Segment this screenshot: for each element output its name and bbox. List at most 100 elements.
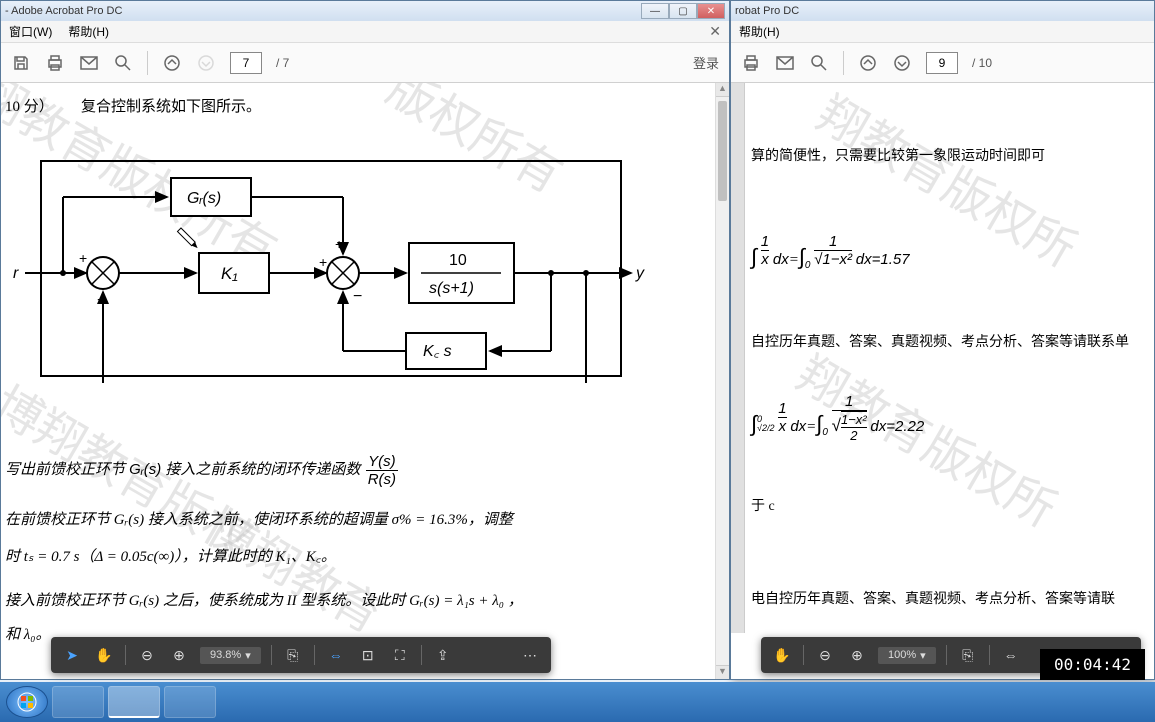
- fullscreen-icon[interactable]: ⛶: [389, 644, 411, 666]
- body-p5: 和 λ₀。: [5, 623, 50, 644]
- tab-close-icon[interactable]: ✕: [709, 23, 721, 40]
- body-p2: 在前馈校正环节 Gᵣ(s) 接入系统之前，使闭环系统的超调量 σ% = 16.3…: [5, 508, 513, 529]
- title-text-front: - Adobe Acrobat Pro DC: [5, 5, 641, 17]
- scroll-up-icon[interactable]: ▲: [716, 83, 729, 97]
- eq1-result: dx=1.57: [856, 251, 910, 268]
- text-line: 自控历年真题、答案、真题视频、考点分析、答案等请联系单: [751, 331, 1129, 351]
- toolbar-separator: [843, 51, 844, 75]
- eq2-result: dx=2.22: [870, 418, 924, 435]
- zoom-out-icon[interactable]: ⊖: [136, 644, 158, 666]
- acrobat-window-back: robat Pro DC 帮助(H) / 10 翔教育版权所 翔教育版权所 算的…: [730, 0, 1155, 680]
- text-line: 算的简便性，只需要比较第一象限运动时间即可: [751, 145, 1045, 165]
- bt-separator: [989, 645, 990, 665]
- menu-help-back[interactable]: 帮助(H): [739, 23, 780, 40]
- scrollbar-vertical[interactable]: ▲ ▼: [715, 83, 729, 679]
- toolbar-back: / 10: [731, 43, 1154, 83]
- bt-separator: [125, 645, 126, 665]
- body-p3: 时 tₛ = 0.7 s（Δ = 0.05c(∞)），计算此时的 K₁、K꜀。: [5, 545, 336, 566]
- print-icon[interactable]: [741, 53, 761, 73]
- svg-text:r: r: [13, 265, 19, 282]
- email-icon[interactable]: [79, 53, 99, 73]
- close-button[interactable]: ✕: [697, 3, 725, 19]
- sidebar-back[interactable]: [731, 83, 745, 633]
- maximize-button[interactable]: ▢: [669, 3, 697, 19]
- bottom-toolbar-front: ➤ ✋ ⊖ ⊕ 93.8% ▾ ⎘ ⇔ ⊡ ⛶ ⇪ ⋯: [51, 637, 551, 673]
- hand-tool-icon[interactable]: ✋: [93, 644, 115, 666]
- share-icon[interactable]: ⇪: [432, 644, 454, 666]
- copy-icon[interactable]: ⎘: [282, 644, 304, 666]
- toolbar-front: / 7 登录: [1, 43, 729, 83]
- minimize-button[interactable]: —: [641, 3, 669, 19]
- titlebar-front[interactable]: - Adobe Acrobat Pro DC — ▢ ✕: [1, 1, 729, 21]
- email-icon[interactable]: [775, 53, 795, 73]
- svg-text:−: −: [97, 292, 106, 309]
- page-down-icon[interactable]: [196, 53, 216, 73]
- menubar-back: 帮助(H): [731, 21, 1154, 43]
- p1-text: 写出前馈校正环节 Gᵣ(s) 接入之前系统的闭环传递函数: [5, 461, 360, 478]
- save-icon[interactable]: [11, 53, 31, 73]
- frac-bot: R(s): [368, 471, 396, 488]
- zoom-in-icon[interactable]: ⊕: [168, 644, 190, 666]
- body-p1: 写出前馈校正环节 Gᵣ(s) 接入之前系统的闭环传递函数 Y(s) R(s): [5, 453, 398, 488]
- print-icon[interactable]: [45, 53, 65, 73]
- page-number-input[interactable]: [230, 52, 262, 74]
- hand-tool-icon[interactable]: ✋: [771, 644, 793, 666]
- svg-text:10: 10: [449, 252, 467, 269]
- login-link[interactable]: 登录: [693, 53, 719, 72]
- timer-display: 00:04:42: [1040, 649, 1145, 680]
- svg-text:+: +: [319, 254, 327, 270]
- taskbar: [0, 682, 1155, 722]
- bt-separator: [271, 645, 272, 665]
- start-button[interactable]: [6, 686, 48, 718]
- page-up-icon[interactable]: [162, 53, 182, 73]
- copy-icon[interactable]: ⎘: [957, 644, 979, 666]
- zoom-out-icon[interactable]: ⊖: [814, 644, 836, 666]
- taskbar-item[interactable]: [108, 686, 160, 718]
- zoom-in-icon[interactable]: ⊕: [846, 644, 868, 666]
- zoom-value: 100%: [888, 649, 916, 661]
- arrow-tool-icon[interactable]: ➤: [61, 644, 83, 666]
- svg-text:y: y: [635, 265, 645, 282]
- menubar-front: 窗口(W) 帮助(H) ✕: [1, 21, 729, 43]
- title-text-back: robat Pro DC: [735, 5, 1150, 17]
- frac-top: Y(s): [366, 453, 398, 471]
- svg-text:s(s+1): s(s+1): [429, 280, 474, 297]
- taskbar-item[interactable]: [52, 686, 104, 718]
- svg-text:+: +: [335, 236, 343, 252]
- equation-1: ∫ 1x dx=∫0 1√1−x² dx=1.57: [751, 233, 910, 271]
- zoom-level-front[interactable]: 93.8% ▾: [200, 647, 261, 664]
- scrollbar-thumb[interactable]: [718, 101, 727, 201]
- heading-left: 10 分）: [5, 95, 54, 116]
- scroll-down-icon[interactable]: ▼: [716, 665, 729, 679]
- acrobat-window-front: - Adobe Acrobat Pro DC — ▢ ✕ 窗口(W) 帮助(H)…: [0, 0, 730, 680]
- fit-page-icon[interactable]: ⊡: [357, 644, 379, 666]
- taskbar-item[interactable]: [164, 686, 216, 718]
- titlebar-back[interactable]: robat Pro DC: [731, 1, 1154, 21]
- svg-text:K꜀ s: K꜀ s: [423, 343, 452, 360]
- body-p4: 接入前馈校正环节 Gᵣ(s) 之后，使系统成为 II 型系统。设此时 Gᵣ(s)…: [5, 589, 523, 610]
- page-total: / 7: [276, 56, 289, 70]
- equation-2: ∫0√2/2 1x dx=∫0 1√1−x²2 dx=2.22: [751, 393, 924, 443]
- search-icon[interactable]: [113, 53, 133, 73]
- menu-window[interactable]: 窗口(W): [9, 23, 52, 40]
- text-line: 于 c: [751, 495, 775, 515]
- fit-width-icon[interactable]: ⇔: [325, 644, 347, 666]
- page-number-input-back[interactable]: [926, 52, 958, 74]
- bt-separator: [946, 645, 947, 665]
- svg-text:−: −: [353, 288, 362, 305]
- block-diagram: r + − K₁ + + −: [11, 123, 651, 383]
- search-icon[interactable]: [809, 53, 829, 73]
- bt-separator: [421, 645, 422, 665]
- page-up-icon[interactable]: [858, 53, 878, 73]
- zoom-value: 93.8%: [210, 649, 241, 661]
- menu-help[interactable]: 帮助(H): [68, 23, 109, 40]
- zoom-level-back[interactable]: 100% ▾: [878, 647, 936, 664]
- page-down-icon[interactable]: [892, 53, 912, 73]
- svg-text:+: +: [79, 250, 87, 266]
- svg-text:K₁: K₁: [221, 264, 238, 283]
- bt-separator: [803, 645, 804, 665]
- more-icon[interactable]: ⋯: [519, 644, 541, 666]
- document-content: 翔教育版权所有 版权所有 博翔教育版权 博翔教育 10 分） 复合控制系统如下图…: [1, 83, 715, 679]
- window-buttons: — ▢ ✕: [641, 3, 725, 19]
- fit-width-icon[interactable]: ⇔: [1000, 644, 1022, 666]
